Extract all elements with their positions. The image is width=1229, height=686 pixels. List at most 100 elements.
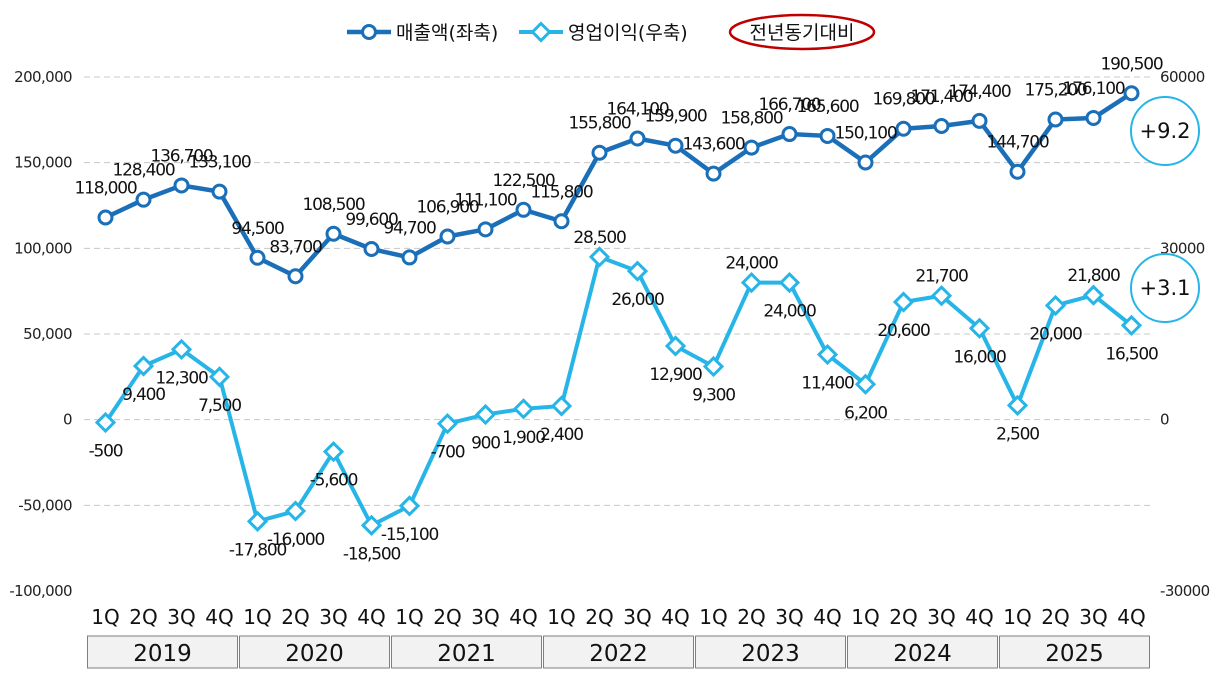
revenue-data-label: 166,700 [759, 95, 821, 115]
x-tick-label: 2Q [433, 605, 461, 629]
operating-profit-point [702, 355, 725, 378]
legend-op-marker [530, 21, 552, 43]
operating-profit-data-label: 26,000 [611, 290, 664, 310]
operating-profit-data-label: 20,000 [1029, 324, 1082, 344]
x-tick-label: 4Q [509, 605, 537, 629]
operating-profit-data-label: -15,100 [381, 525, 439, 545]
operating-profit-point [778, 271, 801, 294]
revenue-point [211, 183, 228, 200]
x-tick-label: 3Q [927, 605, 955, 629]
revenue-data-label: 128,400 [113, 161, 175, 181]
operating-profit-data-label: -700 [431, 443, 465, 463]
legend-op-label: 영업이익(우축) [568, 22, 688, 44]
year-label: 2024 [893, 641, 952, 667]
revenue-point [135, 191, 152, 208]
operating-profit-line [103, 254, 1133, 528]
x-tick-label: 3Q [623, 605, 651, 629]
x-tick-label: 4Q [965, 605, 993, 629]
revenue-point [1123, 85, 1140, 102]
x-tick-label: 2Q [129, 605, 157, 629]
x-tick-label: 3Q [775, 605, 803, 629]
operating-profit-point [170, 338, 193, 361]
yoy-badge-value: +9.2 [1140, 119, 1191, 143]
revenue-point [173, 177, 190, 194]
operating-profit-point [740, 271, 763, 294]
series-lines [103, 91, 1133, 528]
revenue-data-label: 108,500 [303, 195, 365, 215]
year-label: 2025 [1045, 641, 1104, 667]
y-left-tick-label: -100,000 [9, 582, 72, 600]
operating-profit-data-label: -17,800 [229, 540, 287, 560]
x-tick-label: 1Q [851, 605, 879, 629]
x-tick-label: 2Q [737, 605, 765, 629]
yoy-badge-circle [1130, 96, 1200, 166]
revenue-point [401, 249, 418, 266]
x-tick-label: 2Q [1041, 605, 1069, 629]
revenue-point [895, 120, 912, 137]
revenue-data-label: 155,800 [569, 114, 631, 134]
operating-profit-point [208, 366, 231, 388]
operating-profit-point [512, 398, 535, 420]
revenue-data-label: 111,100 [455, 190, 517, 210]
y-right-tick-label: 30000 [1160, 239, 1205, 257]
revenue-point [705, 165, 722, 182]
grid [84, 76, 1150, 506]
operating-profit-data-label: 9,300 [692, 386, 735, 406]
revenue-point [1085, 109, 1102, 126]
revenue-data-label: 165,600 [797, 97, 859, 117]
year-label: 2021 [437, 641, 496, 667]
operating-profit-point [246, 510, 269, 532]
operating-profit-data-label: 12,300 [155, 368, 208, 388]
revenue-data-label: 158,800 [721, 109, 783, 129]
x-tick-label: 3Q [319, 605, 347, 629]
year-box [847, 635, 998, 669]
y-right-tick-label: 60000 [1160, 68, 1205, 86]
operating-profit-data-label: -5,600 [310, 471, 358, 491]
x-tick-label: 4Q [357, 605, 385, 629]
revenue-point [857, 154, 874, 171]
revenue-point [477, 221, 494, 238]
revenue-point [1047, 111, 1064, 128]
operating-profit-point [550, 395, 573, 417]
revenue-point [553, 213, 570, 230]
data-points [94, 85, 1143, 536]
y-left-tick-label: -50,000 [18, 496, 72, 514]
operating-profit-data-label: 12,900 [649, 365, 702, 385]
revenue-data-label: 115,800 [531, 182, 593, 202]
revenue-point [439, 228, 456, 245]
revenue-point [363, 241, 380, 258]
operating-profit-point [816, 343, 839, 366]
operating-profit-data-label: 16,500 [1105, 344, 1158, 364]
revenue-point [781, 126, 798, 143]
revenue-data-label: 118,000 [75, 178, 137, 198]
year-box [543, 635, 694, 669]
operating-profit-point [1082, 284, 1105, 306]
operating-profit-data-label: 20,600 [877, 321, 930, 341]
x-tick-label: 2Q [585, 605, 613, 629]
revenue-point [1009, 163, 1026, 180]
year-box [87, 635, 238, 669]
revenue-point [325, 225, 342, 242]
operating-profit-data-label: 9,400 [122, 385, 165, 405]
legend-revenue-label: 매출액(좌축) [396, 22, 498, 44]
revenue-data-label: 94,700 [383, 218, 436, 238]
operating-profit-data-label: 24,000 [763, 302, 816, 322]
revenue-data-label: 176,100 [1063, 79, 1125, 99]
revenue-data-label: 83,700 [269, 237, 322, 257]
x-tick-label: 2Q [889, 605, 917, 629]
revenue-data-label: 133,100 [189, 153, 251, 173]
revenue-point [287, 268, 304, 285]
year-box [239, 635, 390, 669]
operating-profit-point [398, 495, 421, 517]
revenue-line [104, 91, 1133, 279]
revenue-data-label: 143,600 [683, 135, 745, 155]
revenue-point [819, 127, 836, 144]
revenue-data-label: 99,600 [345, 210, 398, 230]
operating-profit-point [892, 291, 915, 313]
revenue-point [743, 139, 760, 156]
legend: 매출액(좌축) 영업이익(우축) 전년동기대비 [347, 13, 876, 51]
operating-profit-data-label: 21,700 [915, 267, 968, 287]
x-tick-label: 1Q [699, 605, 727, 629]
revenue-point [933, 118, 950, 135]
